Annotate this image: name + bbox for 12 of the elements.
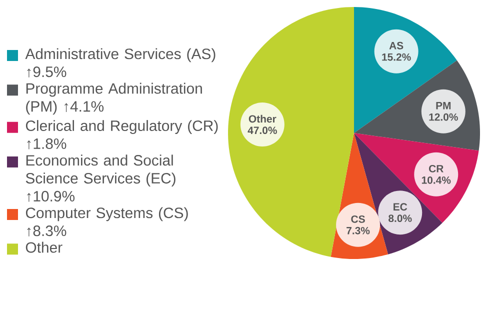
data-label: PM 12.0% — [429, 102, 458, 121]
data-label: Other 47.0% — [248, 114, 277, 134]
legend-label: Administrative Services (AS) ↑9.5% — [25, 48, 216, 78]
data-label: CS 7.3% — [346, 215, 370, 234]
legend-label: Economics and Social Science Services (EC) ↑10.9% — [26, 154, 176, 202]
legend-label: Computer Systems (CS) ↑8.3% — [26, 207, 188, 236]
data-label: CR 10.4% — [422, 164, 451, 184]
legend-label: Other — [26, 242, 62, 253]
data-label: EC 8.0% — [388, 203, 412, 222]
legend-label: Clerical and Regulatory (CR) ↑1.8% — [26, 120, 218, 150]
legend-label: Programme Administration (PM) ↑4.1% — [26, 82, 202, 115]
data-label: AS 15.2% — [382, 42, 411, 61]
